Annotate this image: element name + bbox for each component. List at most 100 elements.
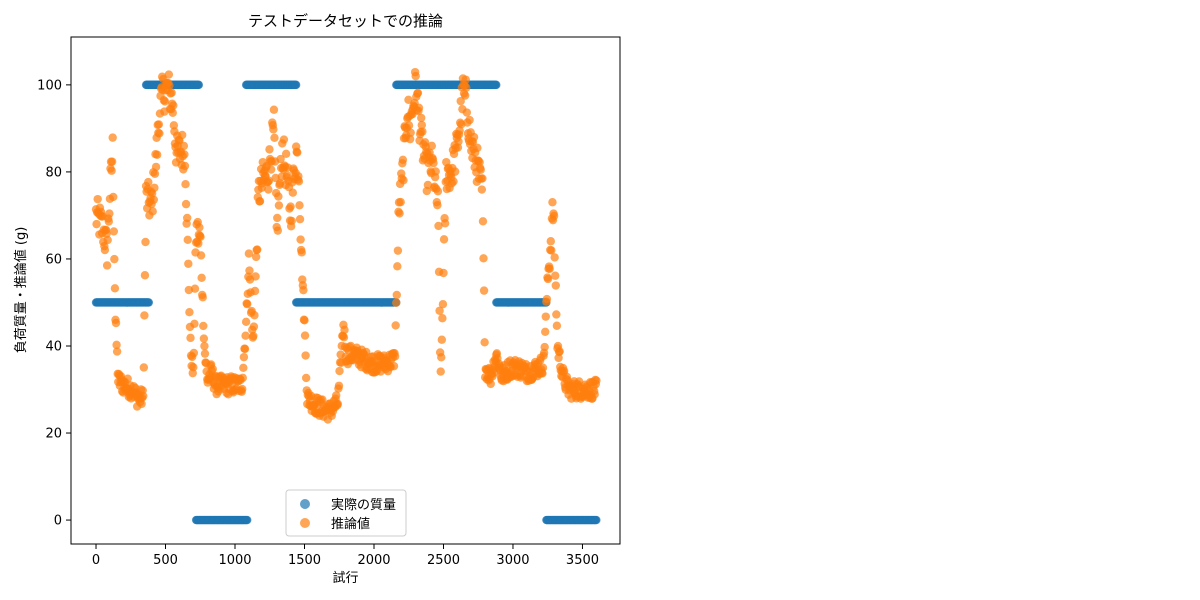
predicted-value-point <box>414 103 424 113</box>
predicted-value-point <box>331 391 341 400</box>
predicted-value-point <box>196 251 206 260</box>
y-tick-label: 80 <box>45 165 62 180</box>
predicted-value-point <box>281 149 291 159</box>
predicted-value-point <box>390 352 400 361</box>
predicted-value-point <box>437 335 447 344</box>
predicted-value-point <box>139 391 148 401</box>
predicted-value-point <box>480 338 489 347</box>
predicted-value-point <box>392 290 401 300</box>
predicted-value-point <box>395 209 404 218</box>
predicted-value-point <box>592 376 601 385</box>
actual-mass-point <box>492 80 501 90</box>
predicted-value-point <box>393 246 403 255</box>
predicted-value-point <box>194 239 203 248</box>
predicted-value-point <box>169 101 178 110</box>
predicted-value-point <box>335 366 344 376</box>
predicted-value-point <box>269 105 279 114</box>
predicted-value-point <box>109 192 118 202</box>
predicted-value-point <box>477 185 487 194</box>
predicted-value-point <box>103 235 112 245</box>
predicted-value-point <box>112 340 121 350</box>
predicted-value-point <box>264 176 274 186</box>
predicted-value-point <box>279 135 289 144</box>
predicted-value-point <box>241 317 251 327</box>
predicted-value-point <box>274 201 284 210</box>
predicted-value-point <box>169 121 179 130</box>
predicted-value-point <box>540 342 549 352</box>
predicted-value-point <box>287 216 296 226</box>
predicted-value-point <box>108 133 117 142</box>
predicted-value-point <box>249 331 258 341</box>
predicted-value-point <box>437 353 446 362</box>
predicted-value-point <box>461 75 470 84</box>
predicted-value-point <box>297 248 306 257</box>
predicted-value-point <box>264 185 273 194</box>
x-tick-label: 3000 <box>496 553 529 568</box>
predicted-value-point <box>546 237 555 246</box>
predicted-value-point <box>473 143 482 153</box>
predicted-value-point <box>140 311 149 320</box>
predicted-value-point <box>102 261 112 270</box>
x-tick-label: 1500 <box>288 553 321 568</box>
predicted-value-point <box>255 196 265 206</box>
axes: 0 500 1000 1500 2000 2500 3000 3500 0 20 40 60 80 100 <box>37 78 599 568</box>
predicted-value-point <box>181 179 190 189</box>
predicted-value-point <box>439 235 449 244</box>
x-tick-label: 2500 <box>427 553 460 568</box>
predicted-value-point <box>460 91 470 100</box>
predicted-value-point <box>165 81 174 90</box>
predicted-value-point <box>167 88 176 97</box>
predicted-value-point <box>440 219 450 228</box>
x-axis-title: 試行 <box>332 570 358 586</box>
predicted-value-point <box>196 232 205 241</box>
predicted-value-point <box>92 219 101 229</box>
predicted-value-point <box>295 201 304 210</box>
predicted-value-point <box>333 399 343 409</box>
predicted-value-point <box>104 217 114 226</box>
predicted-value-point <box>550 253 559 262</box>
predicted-value-point <box>265 145 274 154</box>
plot-frame <box>70 36 621 545</box>
predicted-value-point <box>240 344 250 354</box>
predicted-value-point <box>300 331 310 340</box>
predicted-value-point <box>393 262 402 271</box>
predicted-value-point <box>552 321 562 330</box>
predicted-value-point <box>239 363 248 373</box>
predicted-value-point <box>450 167 460 176</box>
predicted-value-point <box>288 188 298 197</box>
predicted-value-point <box>449 177 458 186</box>
predicted-value-point <box>273 226 283 235</box>
predicted-value-point <box>137 399 146 409</box>
predicted-value-point <box>274 192 283 201</box>
predicted-value-point <box>195 223 204 232</box>
predicted-value-point <box>100 245 110 255</box>
predicted-value-point <box>251 252 261 262</box>
predicted-value-point <box>404 121 414 130</box>
predicted-value-point <box>296 235 305 244</box>
predicted-value-point <box>429 158 438 168</box>
predicted-value-point <box>340 325 349 335</box>
predicted-value-point <box>238 384 247 394</box>
predicted-value-point <box>183 235 192 245</box>
predicted-value-point <box>538 363 548 372</box>
predicted-value-point <box>243 299 252 309</box>
predicted-value-point <box>486 379 495 389</box>
predicted-value-point <box>245 266 254 275</box>
predicted-value-point <box>465 115 474 125</box>
predicted-value-point <box>270 133 279 143</box>
predicted-value-point <box>250 286 260 296</box>
predicted-value-point <box>150 169 160 178</box>
x-tick-label: 3500 <box>566 553 599 568</box>
predicted-value-point <box>411 71 420 81</box>
predicted-value-point <box>149 195 159 204</box>
predicted-value-point <box>238 373 247 383</box>
predicted-value-point <box>541 312 550 321</box>
predicted-value-point <box>110 254 119 264</box>
legend-marker-predicted <box>300 518 310 528</box>
x-tick-label: 500 <box>153 553 178 568</box>
predicted-value-point <box>545 264 554 273</box>
predicted-value-point <box>179 141 189 151</box>
predicted-value-point <box>273 213 282 223</box>
predicted-value-point <box>241 331 250 340</box>
